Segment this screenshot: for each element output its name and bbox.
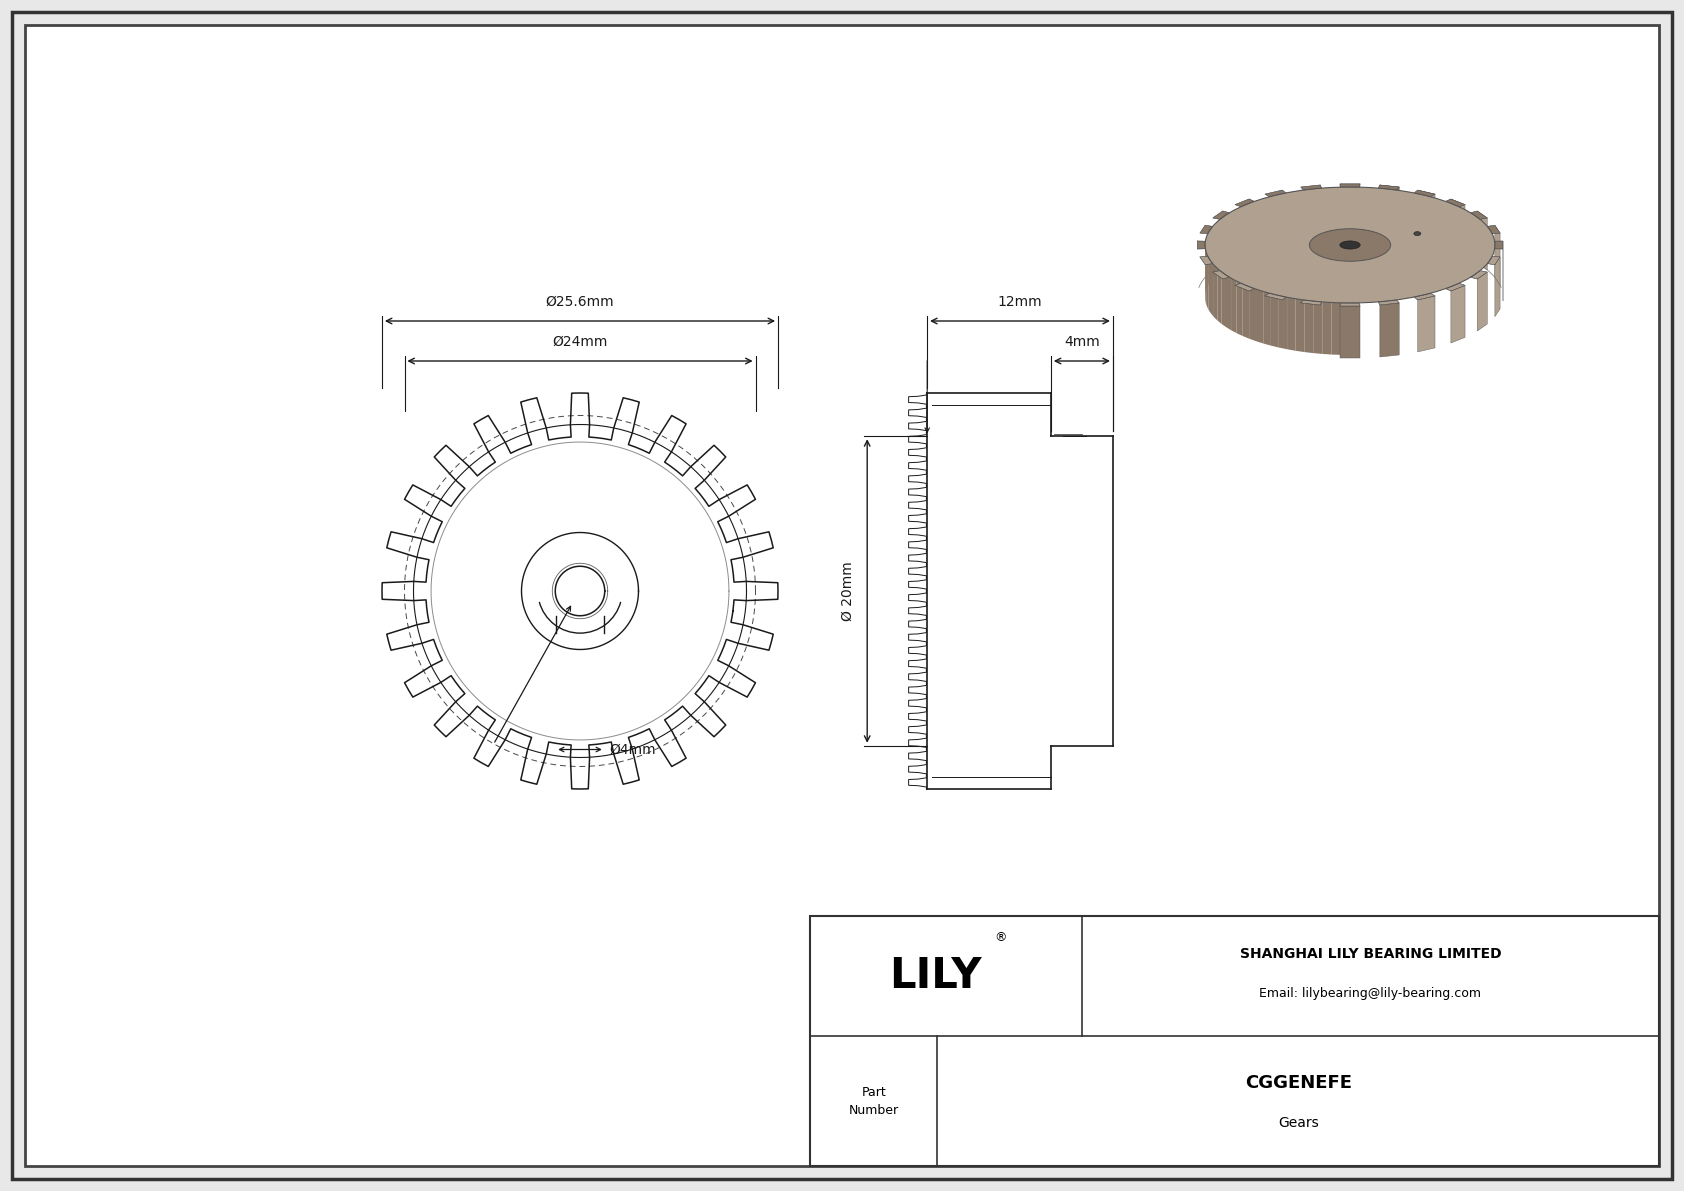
Polygon shape <box>1278 295 1287 349</box>
Polygon shape <box>1212 211 1229 219</box>
Polygon shape <box>1211 262 1214 317</box>
Polygon shape <box>1340 306 1361 358</box>
Polygon shape <box>1214 266 1218 320</box>
Ellipse shape <box>1310 229 1391 261</box>
Polygon shape <box>1418 295 1435 351</box>
Text: Ø 20mm: Ø 20mm <box>842 561 855 621</box>
Polygon shape <box>1201 225 1212 233</box>
Text: 4mm: 4mm <box>1064 335 1100 349</box>
Polygon shape <box>1226 212 1231 267</box>
Ellipse shape <box>1415 231 1421 236</box>
Polygon shape <box>1477 211 1487 270</box>
Polygon shape <box>1340 183 1361 187</box>
Text: Gears: Gears <box>1278 1116 1319 1130</box>
Polygon shape <box>1495 225 1500 285</box>
Polygon shape <box>1452 199 1465 256</box>
Polygon shape <box>1221 214 1226 270</box>
Polygon shape <box>1221 272 1226 328</box>
Ellipse shape <box>1206 187 1495 303</box>
Polygon shape <box>1305 189 1314 242</box>
Polygon shape <box>1415 191 1435 197</box>
Polygon shape <box>1197 241 1206 249</box>
Polygon shape <box>1415 293 1435 300</box>
Polygon shape <box>1236 206 1243 261</box>
Polygon shape <box>1271 194 1278 249</box>
Polygon shape <box>1322 303 1332 355</box>
Polygon shape <box>1487 256 1500 264</box>
Polygon shape <box>1265 191 1287 197</box>
Bar <box>810 916 1659 1166</box>
Polygon shape <box>1236 281 1243 336</box>
Polygon shape <box>1477 272 1487 331</box>
Polygon shape <box>1470 211 1487 219</box>
Polygon shape <box>1332 303 1340 355</box>
Text: SHANGHAI LILY BEARING LIMITED: SHANGHAI LILY BEARING LIMITED <box>1239 947 1500 961</box>
Text: Email: lilybearing@lily-bearing.com: Email: lilybearing@lily-bearing.com <box>1260 987 1482 1000</box>
Polygon shape <box>1340 183 1361 236</box>
Text: Ø25.6mm: Ø25.6mm <box>546 295 615 308</box>
Polygon shape <box>1226 275 1231 330</box>
Polygon shape <box>1209 258 1211 313</box>
Polygon shape <box>1265 293 1287 300</box>
Text: Ø4mm: Ø4mm <box>610 742 657 756</box>
Polygon shape <box>1256 199 1263 252</box>
Polygon shape <box>1314 301 1322 354</box>
Text: LILY: LILY <box>889 955 982 997</box>
Polygon shape <box>1418 191 1435 247</box>
Polygon shape <box>1212 270 1229 279</box>
Polygon shape <box>1207 232 1209 288</box>
Polygon shape <box>1322 187 1332 241</box>
Polygon shape <box>1332 187 1340 239</box>
Polygon shape <box>1209 229 1211 285</box>
Polygon shape <box>1243 283 1250 338</box>
Polygon shape <box>1211 225 1214 281</box>
Polygon shape <box>1234 199 1255 207</box>
Text: 12mm: 12mm <box>997 295 1042 308</box>
Text: Part
Number: Part Number <box>849 1085 899 1116</box>
Polygon shape <box>1340 303 1361 306</box>
Polygon shape <box>1487 225 1500 233</box>
Polygon shape <box>1263 292 1271 345</box>
Text: ®: ® <box>995 931 1007 944</box>
Polygon shape <box>1340 303 1351 355</box>
Polygon shape <box>1218 218 1221 274</box>
Polygon shape <box>1445 283 1465 291</box>
Polygon shape <box>1379 303 1399 357</box>
Polygon shape <box>1295 299 1305 353</box>
Text: Ø24mm: Ø24mm <box>552 335 608 349</box>
Polygon shape <box>1452 286 1465 343</box>
Polygon shape <box>1445 199 1465 207</box>
Polygon shape <box>1287 192 1295 244</box>
Polygon shape <box>1287 298 1295 351</box>
Polygon shape <box>1300 300 1322 305</box>
Polygon shape <box>1295 189 1305 243</box>
Polygon shape <box>1231 208 1236 264</box>
Polygon shape <box>1201 256 1212 264</box>
Polygon shape <box>1256 289 1263 343</box>
Polygon shape <box>1278 193 1287 247</box>
Polygon shape <box>1495 257 1500 317</box>
Polygon shape <box>1250 287 1256 341</box>
Polygon shape <box>1378 185 1399 191</box>
Polygon shape <box>1271 294 1278 348</box>
Text: CGGENEFE: CGGENEFE <box>1244 1074 1352 1092</box>
Polygon shape <box>1243 204 1250 258</box>
Polygon shape <box>1314 188 1322 241</box>
Ellipse shape <box>1340 241 1361 249</box>
Polygon shape <box>1250 201 1256 255</box>
Polygon shape <box>1218 268 1221 324</box>
Polygon shape <box>1470 270 1487 279</box>
Polygon shape <box>1305 300 1314 353</box>
Polygon shape <box>1379 185 1399 239</box>
Polygon shape <box>1378 300 1399 305</box>
Polygon shape <box>1234 283 1255 291</box>
Polygon shape <box>1207 254 1209 310</box>
Polygon shape <box>1214 222 1218 278</box>
Polygon shape <box>1340 187 1351 239</box>
Polygon shape <box>1300 185 1322 191</box>
Polygon shape <box>1263 197 1271 250</box>
Polygon shape <box>1231 279 1236 333</box>
Polygon shape <box>1495 241 1502 249</box>
